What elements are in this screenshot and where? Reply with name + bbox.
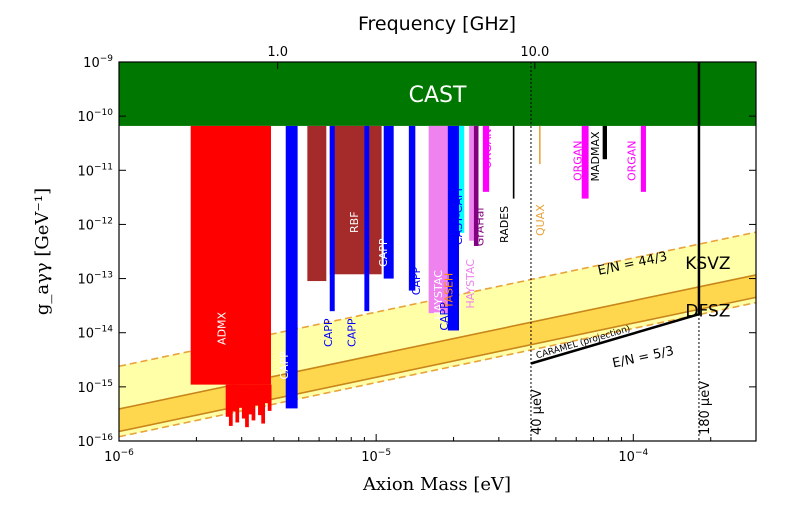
exclusion-label-grahal-13: GrAHal xyxy=(474,208,487,247)
y-tick-exponent-3: −13 xyxy=(94,271,113,281)
x-tick-label-1: 10−5 xyxy=(361,448,391,465)
exclusion-capp-10 xyxy=(447,125,460,331)
exclusion-label-taseh-9: TASEH xyxy=(442,273,455,310)
admx-jagged-8 xyxy=(251,384,256,421)
exclusion-label-capp-4: CAPP xyxy=(322,318,335,347)
exclusion-admx-0 xyxy=(190,125,271,385)
plot-frame xyxy=(118,61,757,442)
exclusion-capp-4 xyxy=(329,125,335,312)
exclusion-uf-2 xyxy=(307,125,327,282)
admx-jagged-13 xyxy=(267,384,272,411)
exclusion-haystac-8 xyxy=(428,125,451,314)
exclusion-label-rades-15: RADES xyxy=(498,206,511,243)
caramel-projection-line xyxy=(530,62,701,365)
vline-label-1: 180 μeV xyxy=(698,381,713,435)
y-tick-label-1: 10−15 xyxy=(77,379,113,396)
exclusion-label-capp-1: CAPP xyxy=(278,351,291,380)
y-tick-exponent-7: −9 xyxy=(100,54,114,64)
plot-area: CAST xyxy=(119,62,756,441)
exclusion-label-rbf-3: RBF xyxy=(348,211,361,233)
admx-jagged-6 xyxy=(245,384,249,428)
y-tick-exponent-2: −14 xyxy=(94,325,113,335)
exclusion-organ-17 xyxy=(581,125,589,199)
admx-jagged-10 xyxy=(258,384,262,416)
cast-label: CAST xyxy=(409,83,467,108)
top-axis-title: Frequency [GHz] xyxy=(358,13,516,35)
exclusion-capp-6 xyxy=(383,125,394,279)
exclusion-haystac-12 xyxy=(469,125,477,241)
admx-jagged-0 xyxy=(225,384,230,417)
y-tick-label-5: 10−11 xyxy=(77,162,113,179)
admx-jagged-1 xyxy=(228,384,233,426)
admx-jagged-4 xyxy=(238,384,243,408)
top-tick-label-1: 10.0 xyxy=(520,45,549,60)
band-label-1: E/N = 5/3 xyxy=(611,344,675,372)
exclusion-label-organ-19: ORGAN xyxy=(626,140,639,181)
x-tick-label-0: 10−6 xyxy=(104,448,134,465)
axes: 10−6 10−5 10−4 10−16 10−15 10−14 10−13 10−12 10−… xyxy=(32,45,757,465)
y-tick-label-4: 10−12 xyxy=(77,216,113,233)
admx-jagged-2 xyxy=(232,384,236,412)
admx-jagged-9 xyxy=(254,384,259,406)
outer-model-band-lower-edge xyxy=(119,301,756,438)
y-axis-title: g_aγγ [GeV⁻¹] xyxy=(32,188,53,315)
y-tick-exponent-5: −11 xyxy=(94,162,113,172)
exclusion-rades-15 xyxy=(512,125,515,199)
y-tick-exponent-6: −10 xyxy=(94,108,113,118)
exclusion-label-uf-2: UF xyxy=(303,283,316,297)
exclusion-capp-7 xyxy=(408,125,416,291)
vline-label-0: 40 μeV xyxy=(530,389,545,435)
x-tick-exponent-2: −4 xyxy=(635,448,649,458)
x-tick-exponent-0: −6 xyxy=(121,448,135,458)
admx-jagged-12 xyxy=(264,384,269,404)
x-tick-label-2: 10−4 xyxy=(618,448,648,465)
exclusion-label-cast-capp-11: CAST-CAPP xyxy=(452,184,465,245)
exclusion-rbf-3 xyxy=(329,125,382,275)
cast-region xyxy=(119,62,756,126)
x-axis-title: Axion Mass [eV] xyxy=(362,474,511,495)
exclusion-label-capp-7: CAPP xyxy=(410,266,423,295)
exclusion-label-organ-14: ORGAN xyxy=(481,128,494,169)
exclusion-madmax-18 xyxy=(602,125,607,160)
exclusion-grahal-13 xyxy=(473,125,479,246)
band-label-3: DFSZ xyxy=(685,301,730,321)
y-tick-label-2: 10−14 xyxy=(77,325,113,342)
exclusion-capp-5 xyxy=(364,125,370,312)
exclusion-label-quax-16: QUAX xyxy=(534,204,547,236)
exclusion-label-admx-0: ADMX xyxy=(216,311,229,344)
exclusion-label-madmax-18: MADMAX xyxy=(589,131,602,182)
exclusion-capp-1 xyxy=(285,125,298,409)
exclusion-label-capp-5: CAPP xyxy=(345,318,358,347)
inner-model-band-upper-edge xyxy=(119,274,756,410)
admx-jagged-3 xyxy=(235,384,240,423)
admx-jagged-7 xyxy=(248,384,253,415)
y-tick-exponent-1: −15 xyxy=(94,379,113,389)
admx-jagged-11 xyxy=(261,384,266,424)
x-tick-exponent-1: −5 xyxy=(378,448,391,458)
exclusion-organ-14 xyxy=(482,125,490,192)
exclusion-label-organ-17: ORGAN xyxy=(572,140,585,181)
admx-jagged-5 xyxy=(241,384,246,419)
exclusion-cast-capp-11 xyxy=(459,125,465,233)
exclusion-quax-16 xyxy=(539,125,541,165)
y-tick-label-0: 10−16 xyxy=(77,433,113,450)
y-tick-exponent-0: −16 xyxy=(94,433,113,443)
exclusion-label-capp-10: CAPP xyxy=(438,302,451,331)
inner-model-band-lower-edge xyxy=(119,296,756,433)
y-tick-label-6: 10−10 xyxy=(77,108,113,125)
exclusion-organ-19 xyxy=(640,125,646,192)
exclusion-label-capp-6: CAPP xyxy=(377,238,390,267)
exclusion-label-haystac-8: HAYSTAC xyxy=(432,270,445,320)
y-tick-label-7: 10−9 xyxy=(83,54,113,71)
y-tick-exponent-4: −12 xyxy=(94,216,113,226)
top-tick-label-0: 1.0 xyxy=(267,45,288,60)
exclusion-label-haystac-12: HAYSTAC xyxy=(464,259,477,309)
inner-model-band xyxy=(119,274,756,432)
y-tick-label-3: 10−13 xyxy=(77,271,113,288)
band-label-2: KSVZ xyxy=(685,254,730,274)
